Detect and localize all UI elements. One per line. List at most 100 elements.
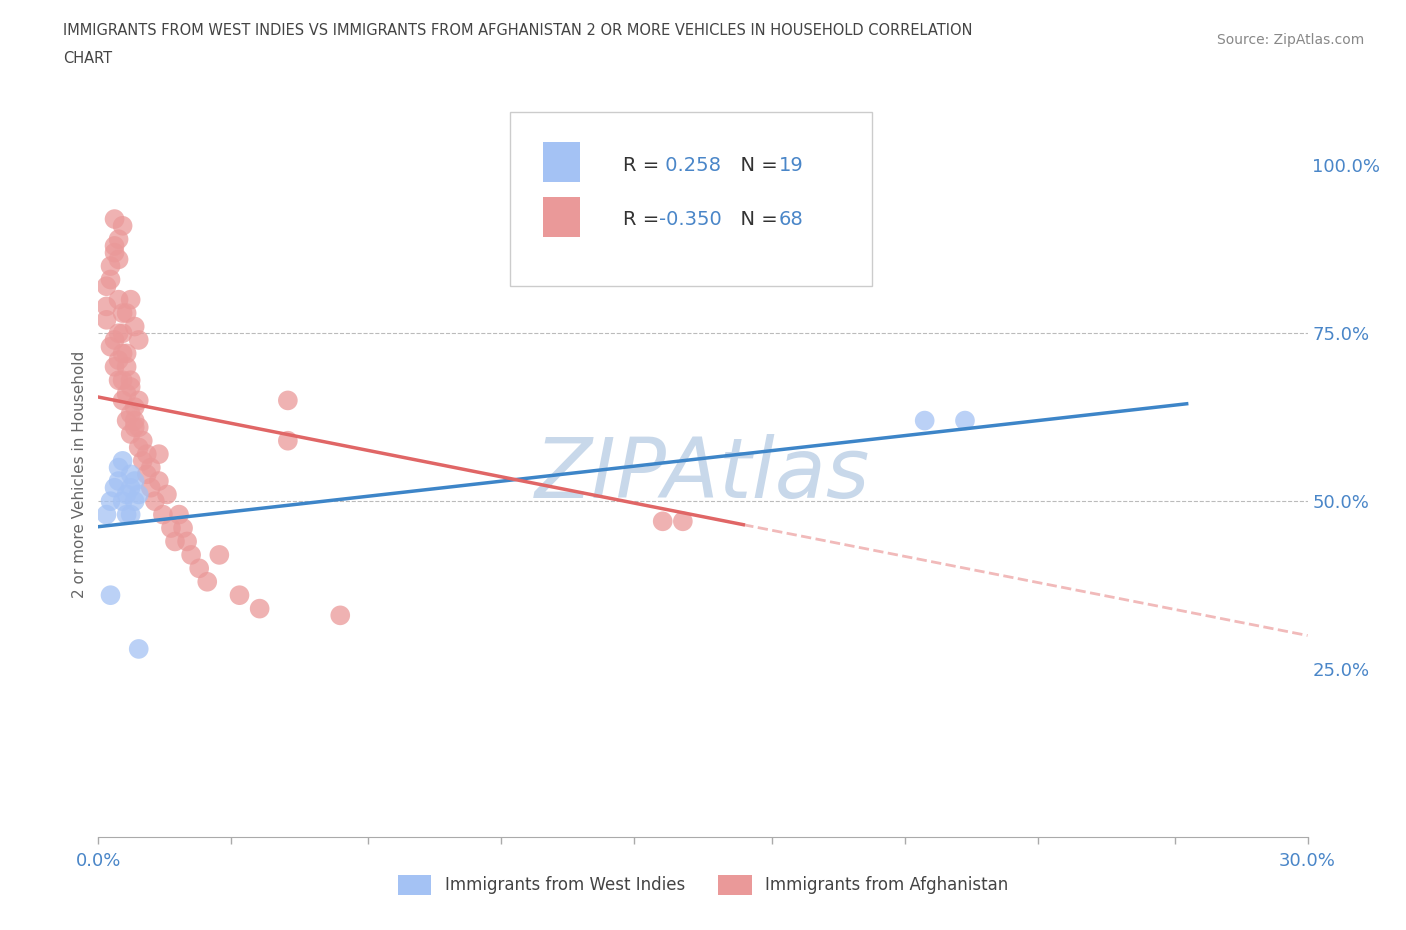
Point xyxy=(188,561,211,576)
Point xyxy=(128,642,150,657)
FancyBboxPatch shape xyxy=(543,197,579,237)
Point xyxy=(120,379,142,394)
Point xyxy=(914,413,936,428)
Point xyxy=(100,272,122,287)
Point xyxy=(228,588,250,603)
Point xyxy=(124,413,146,428)
Point xyxy=(111,454,134,469)
Point xyxy=(163,534,186,549)
Point xyxy=(115,487,138,502)
Point xyxy=(208,548,231,563)
Point xyxy=(96,279,118,294)
Point xyxy=(953,413,976,428)
Point xyxy=(111,346,134,361)
Point xyxy=(128,440,150,455)
Point xyxy=(148,446,170,461)
Point xyxy=(128,419,150,434)
Point xyxy=(96,507,118,522)
Point xyxy=(329,608,352,623)
Point xyxy=(100,339,122,354)
Point xyxy=(107,460,129,475)
Point xyxy=(115,346,138,361)
Point xyxy=(120,427,142,442)
Point xyxy=(107,373,129,388)
Text: CHART: CHART xyxy=(63,51,112,66)
Text: 68: 68 xyxy=(779,209,803,229)
Point xyxy=(128,487,150,502)
Point xyxy=(107,473,129,488)
Point xyxy=(135,446,157,461)
Point xyxy=(277,433,299,448)
FancyBboxPatch shape xyxy=(543,142,579,182)
Point xyxy=(176,534,198,549)
Text: R =: R = xyxy=(623,156,665,175)
Point xyxy=(143,494,166,509)
Point xyxy=(107,232,129,246)
Point xyxy=(100,588,122,603)
Point xyxy=(96,299,118,313)
Text: 19: 19 xyxy=(779,156,803,175)
Point xyxy=(120,292,142,307)
FancyBboxPatch shape xyxy=(509,112,872,286)
Point xyxy=(124,319,146,334)
Y-axis label: 2 or more Vehicles in Household: 2 or more Vehicles in Household xyxy=(72,351,87,598)
Point xyxy=(115,386,138,401)
Point xyxy=(111,494,134,509)
Text: IMMIGRANTS FROM WEST INDIES VS IMMIGRANTS FROM AFGHANISTAN 2 OR MORE VEHICLES IN: IMMIGRANTS FROM WEST INDIES VS IMMIGRANT… xyxy=(63,23,973,38)
Point xyxy=(107,292,129,307)
Point xyxy=(111,219,134,233)
Text: N =: N = xyxy=(728,156,785,175)
Point xyxy=(115,359,138,374)
Point xyxy=(167,507,190,522)
Point xyxy=(120,507,142,522)
Point xyxy=(103,246,125,260)
Point xyxy=(124,494,146,509)
Point xyxy=(107,352,129,367)
Point xyxy=(152,507,174,522)
Text: ZIPAtlas: ZIPAtlas xyxy=(536,433,870,515)
Text: -0.350: -0.350 xyxy=(659,209,721,229)
Point xyxy=(135,467,157,482)
Point xyxy=(120,373,142,388)
Point xyxy=(111,326,134,340)
Legend: Immigrants from West Indies, Immigrants from Afghanistan: Immigrants from West Indies, Immigrants … xyxy=(385,861,1021,909)
Point xyxy=(103,238,125,253)
Text: Source: ZipAtlas.com: Source: ZipAtlas.com xyxy=(1216,33,1364,46)
Text: 0.258: 0.258 xyxy=(659,156,721,175)
Point xyxy=(156,487,179,502)
Point xyxy=(195,575,218,590)
Point xyxy=(651,514,673,529)
Point xyxy=(115,306,138,321)
Point xyxy=(148,473,170,488)
Point xyxy=(124,473,146,488)
Point xyxy=(160,521,183,536)
Point xyxy=(249,601,271,616)
Point xyxy=(115,507,138,522)
Point xyxy=(103,212,125,227)
Point xyxy=(672,514,695,529)
Point xyxy=(111,306,134,321)
Point xyxy=(111,393,134,408)
Point xyxy=(132,454,155,469)
Point xyxy=(139,480,162,495)
Point xyxy=(100,259,122,273)
Point xyxy=(172,521,194,536)
Point xyxy=(103,333,125,348)
Point xyxy=(120,480,142,495)
Point xyxy=(100,494,122,509)
Point xyxy=(124,419,146,434)
Point xyxy=(96,312,118,327)
Point xyxy=(124,400,146,415)
Point xyxy=(180,548,202,563)
Point xyxy=(107,326,129,340)
Text: N =: N = xyxy=(728,209,785,229)
Point xyxy=(111,373,134,388)
Point xyxy=(139,460,162,475)
Point xyxy=(107,252,129,267)
Point xyxy=(128,393,150,408)
Point xyxy=(277,393,299,408)
Point xyxy=(120,406,142,421)
Point xyxy=(132,433,155,448)
Point xyxy=(103,480,125,495)
Point xyxy=(120,467,142,482)
